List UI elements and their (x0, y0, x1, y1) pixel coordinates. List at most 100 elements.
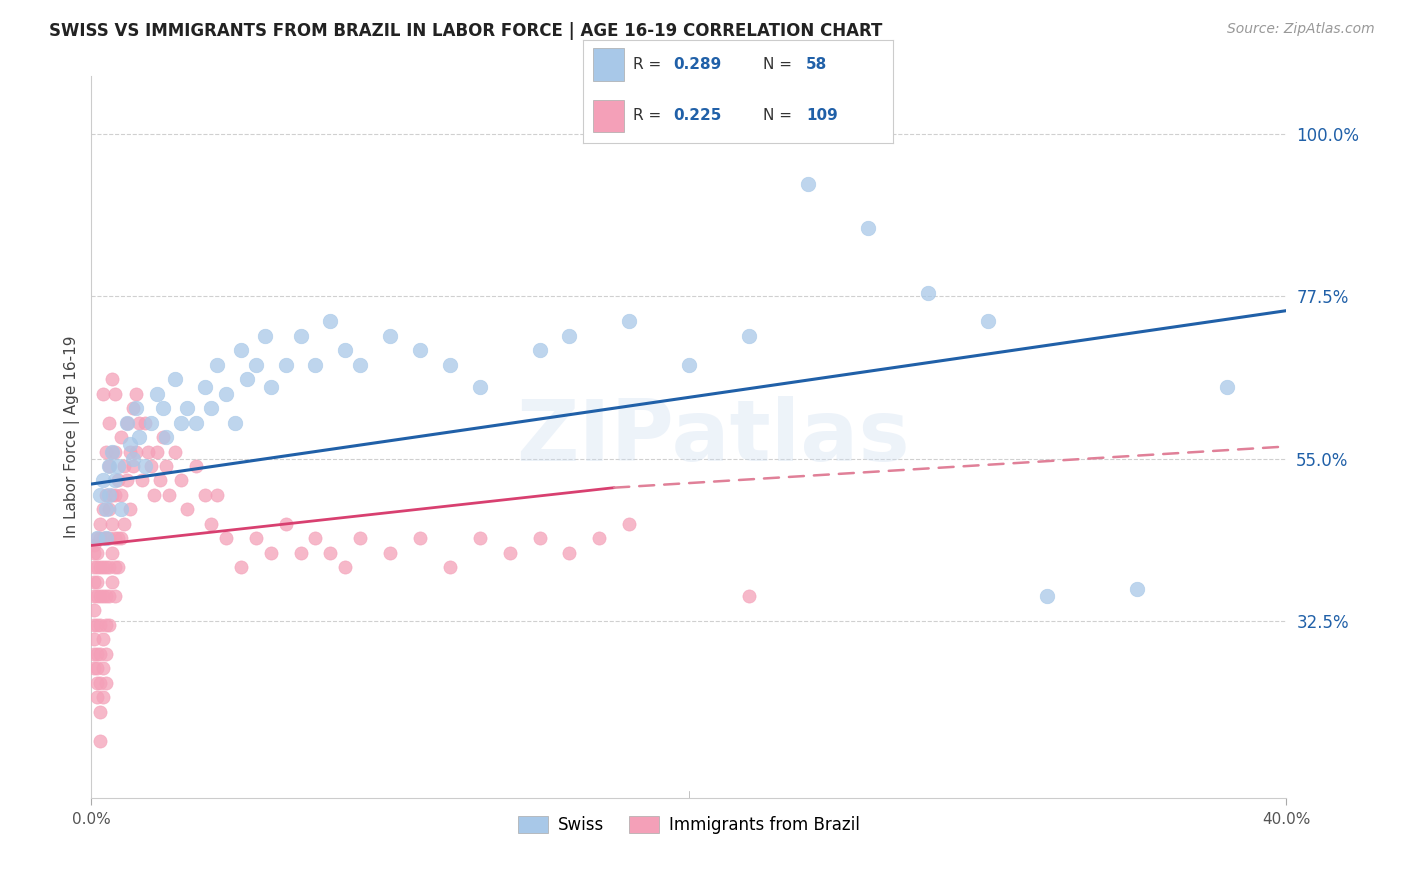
Point (112, 516, 135, 531)
Point (380, 329, 402, 343)
Point (107, 531, 129, 545)
Text: Source: ZipAtlas.com: Source: ZipAtlas.com (1227, 22, 1375, 37)
Point (349, 358, 371, 372)
Point (245, 531, 267, 545)
Text: R =: R = (633, 57, 666, 71)
Point (678, 358, 700, 372)
Point (917, 285, 939, 300)
Point (304, 531, 326, 545)
Point (155, 430, 177, 444)
Point (93, 661, 115, 675)
Point (125, 401, 148, 416)
Point (115, 474, 138, 488)
Point (157, 488, 180, 502)
Point (98, 502, 121, 516)
Point (439, 560, 461, 574)
Text: N =: N = (763, 108, 797, 123)
Point (128, 430, 150, 444)
Point (98, 618, 121, 632)
Point (200, 516, 222, 531)
Text: 0.225: 0.225 (673, 108, 721, 123)
Point (558, 329, 581, 343)
Point (112, 458, 135, 473)
Point (104, 474, 127, 488)
Point (93, 474, 115, 488)
Point (98, 560, 121, 574)
Point (797, 177, 820, 191)
Point (120, 437, 142, 451)
Point (86, 560, 108, 574)
Point (184, 416, 207, 430)
Point (380, 546, 402, 560)
Point (224, 416, 246, 430)
Point (120, 444, 142, 458)
Text: N =: N = (763, 57, 797, 71)
Point (274, 358, 297, 372)
Point (110, 531, 132, 545)
Point (98, 589, 121, 603)
Point (83, 589, 105, 603)
Point (101, 444, 124, 458)
Point (98, 416, 121, 430)
Point (468, 379, 491, 393)
Point (163, 372, 186, 386)
Point (96, 675, 118, 690)
Point (96, 488, 118, 502)
Point (290, 546, 312, 560)
Point (125, 444, 148, 458)
Point (319, 314, 342, 328)
Point (89, 618, 111, 632)
Point (104, 560, 127, 574)
Point (96, 618, 118, 632)
Point (134, 416, 156, 430)
Point (184, 458, 207, 473)
Point (409, 531, 432, 545)
Point (588, 531, 610, 545)
Point (96, 647, 118, 661)
Point (141, 416, 163, 430)
Point (98, 458, 121, 473)
Point (93, 690, 115, 705)
Point (104, 531, 127, 545)
Point (110, 502, 132, 516)
Point (136, 444, 159, 458)
Point (152, 401, 174, 416)
Point (349, 531, 371, 545)
Point (86, 661, 108, 675)
Point (439, 358, 461, 372)
Point (229, 343, 252, 358)
Point (83, 574, 105, 589)
Point (245, 358, 267, 372)
Point (104, 386, 127, 401)
Y-axis label: In Labor Force | Age 16-19: In Labor Force | Age 16-19 (65, 335, 80, 539)
Point (229, 560, 252, 574)
Point (89, 589, 111, 603)
Point (1216, 379, 1239, 393)
Point (125, 386, 148, 401)
Point (86, 546, 108, 560)
Text: SWISS VS IMMIGRANTS FROM BRAZIL IN LABOR FORCE | AGE 16-19 CORRELATION CHART: SWISS VS IMMIGRANTS FROM BRAZIL IN LABOR… (49, 22, 883, 40)
Point (259, 379, 281, 393)
Point (86, 574, 108, 589)
Point (86, 531, 108, 545)
Point (235, 372, 259, 386)
Point (737, 329, 759, 343)
Point (120, 502, 142, 516)
Point (107, 560, 129, 574)
Point (86, 675, 108, 690)
Point (101, 444, 124, 458)
Point (619, 516, 641, 531)
Point (143, 488, 166, 502)
Point (110, 488, 132, 502)
Point (89, 733, 111, 747)
Point (529, 531, 551, 545)
Point (131, 474, 153, 488)
Point (1036, 589, 1059, 603)
Point (89, 488, 111, 502)
Point (176, 401, 198, 416)
Point (253, 329, 276, 343)
Point (93, 386, 115, 401)
Point (101, 516, 124, 531)
Point (170, 474, 193, 488)
Point (128, 416, 150, 430)
